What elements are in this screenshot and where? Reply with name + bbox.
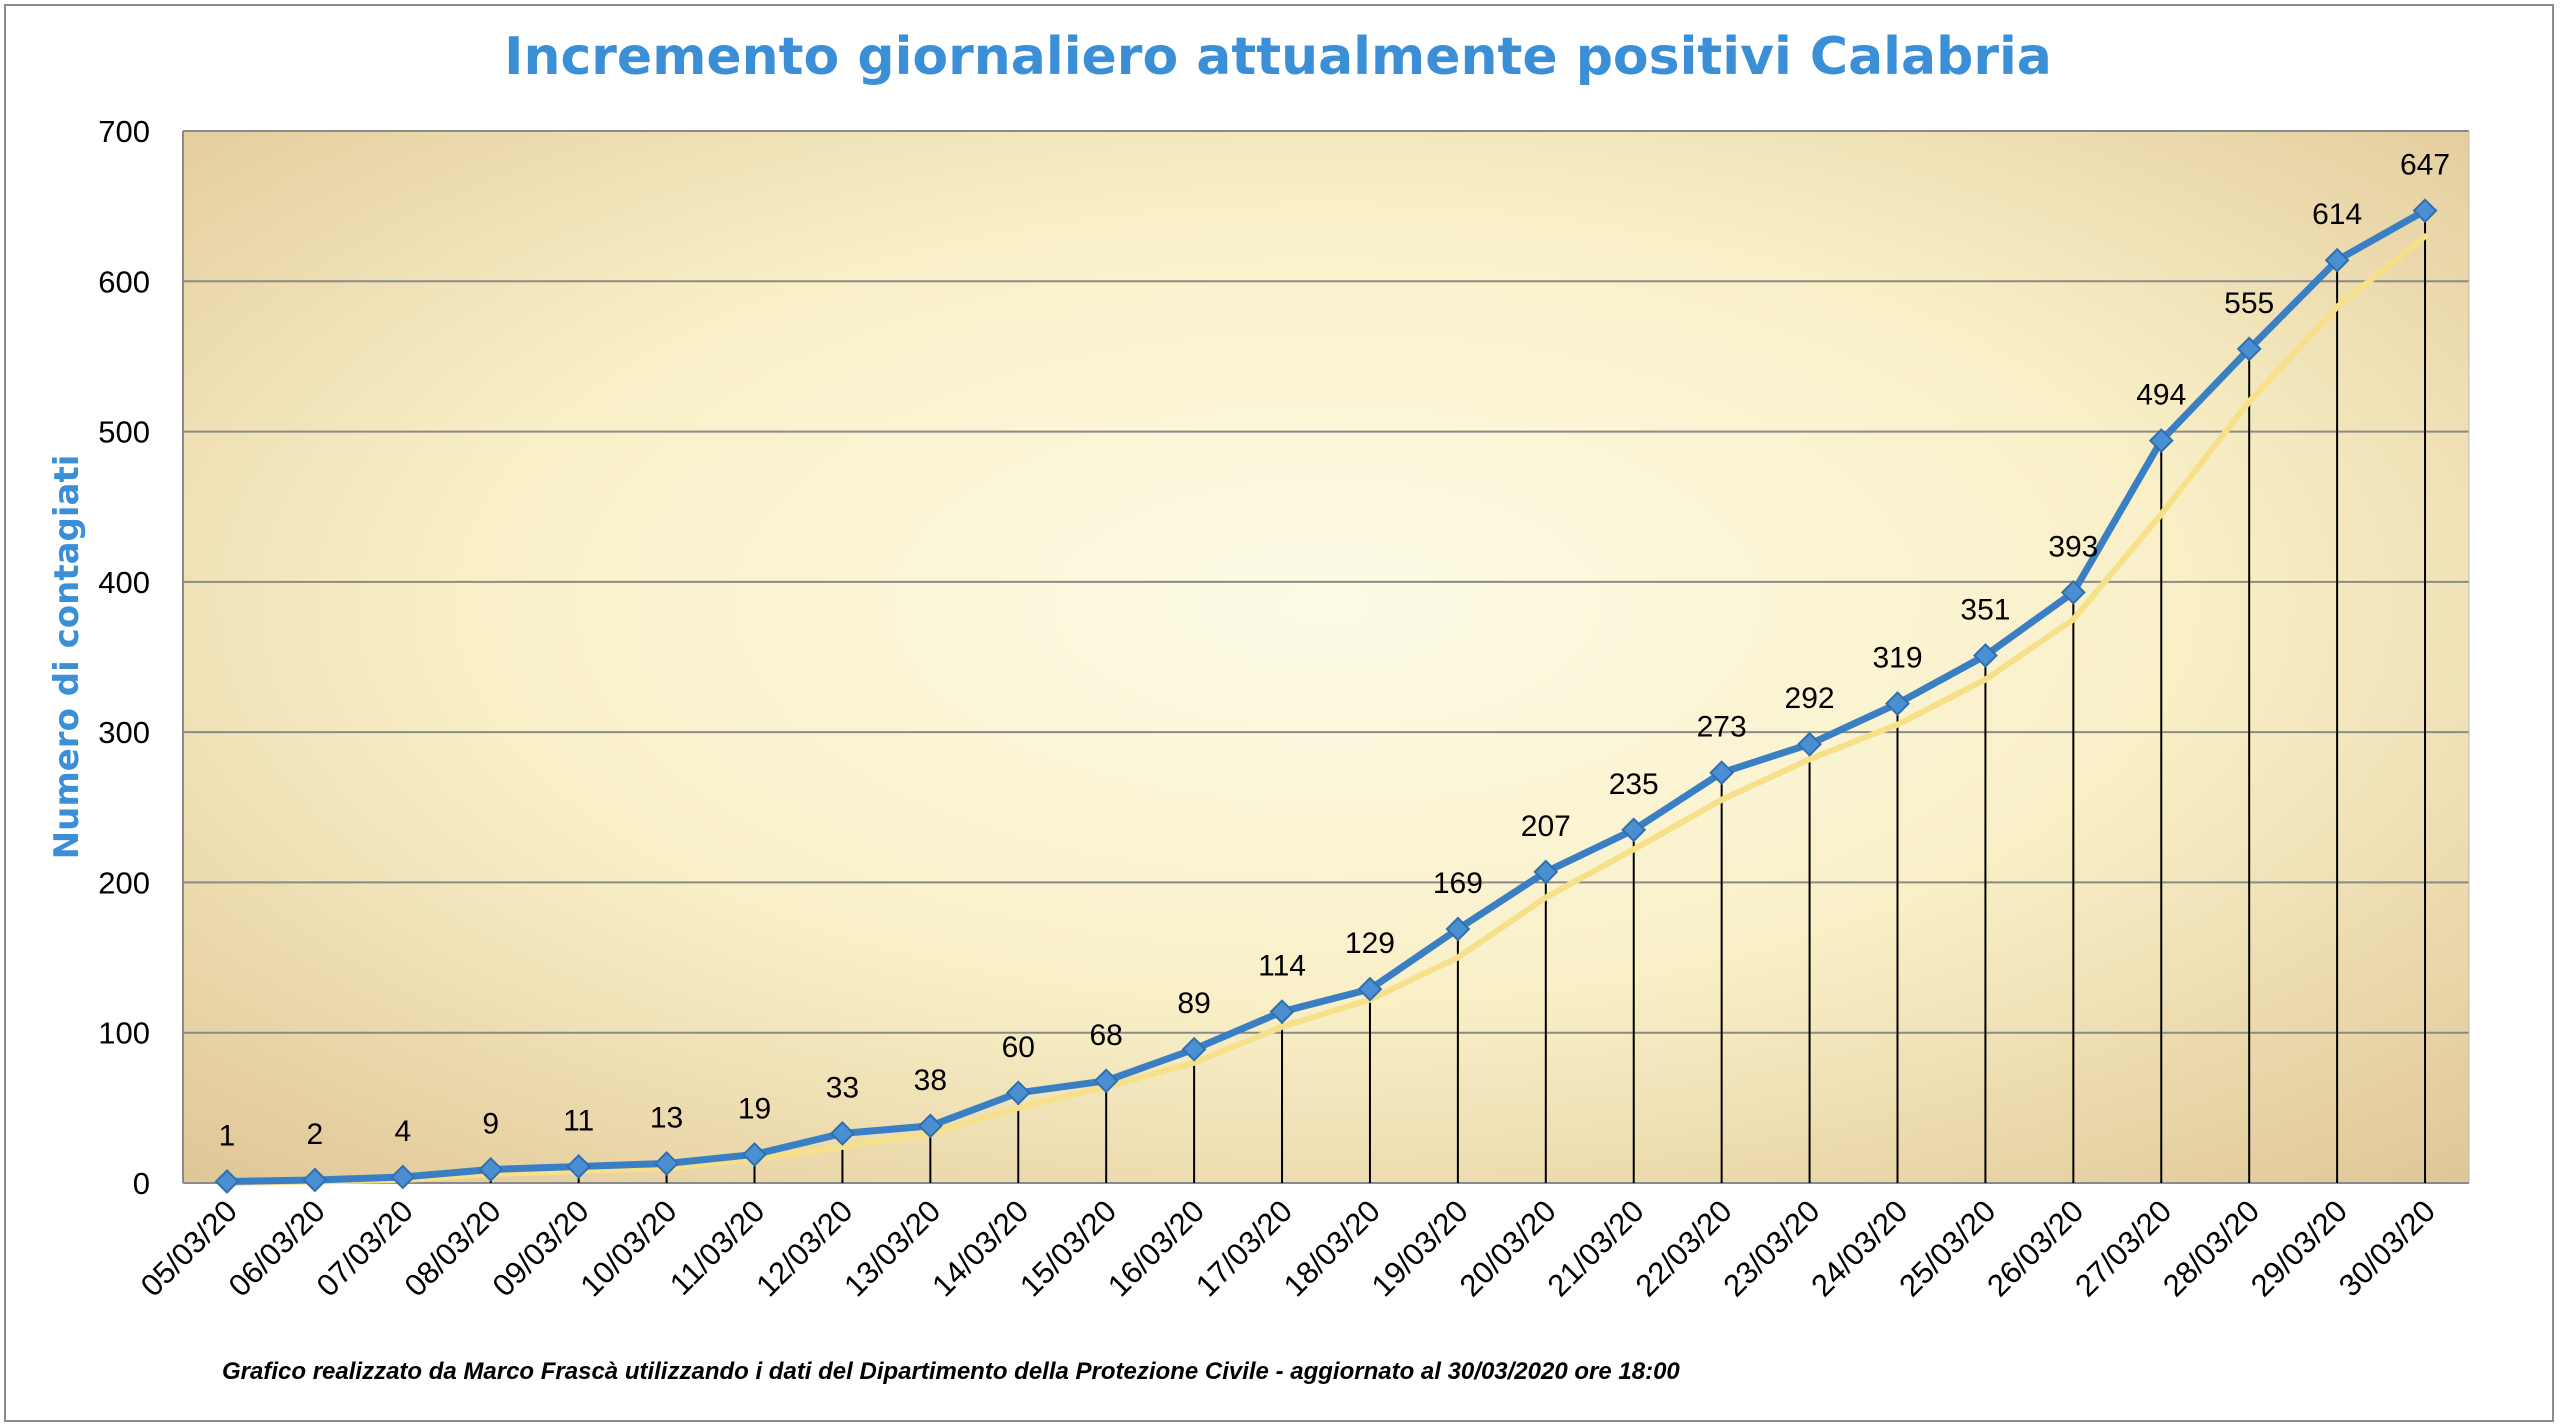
x-tick-label: 28/03/20 (2156, 1193, 2266, 1303)
data-label: 273 (1697, 711, 1747, 744)
data-label: 614 (2312, 198, 2362, 231)
data-point-marker (1973, 643, 1998, 668)
data-labels: 1 2 4 9 11 13 19 33 38 60 68 89 114 129 169 207 235 273 29… (219, 149, 2450, 1153)
y-tick-label: 600 (98, 264, 150, 299)
data-point-marker (1797, 731, 1822, 757)
x-tick-label: 17/03/20 (1189, 1193, 1299, 1303)
series-line-1 (223, 207, 2429, 1185)
data-label: 647 (2400, 149, 2450, 182)
x-tick-label: 12/03/20 (749, 1193, 859, 1303)
data-point-marker (1885, 691, 1910, 717)
x-tick-label: 14/03/20 (925, 1193, 1035, 1303)
series-line-2 (223, 233, 2429, 1186)
data-point-marker (2060, 579, 2086, 605)
data-point-marker (1181, 1036, 1207, 1062)
data-label: 319 (1872, 642, 1922, 675)
data-label: 68 (1090, 1019, 1123, 1052)
data-point-marker (1533, 859, 1559, 885)
x-tick-label: 30/03/20 (2332, 1193, 2442, 1303)
data-label: 4 (394, 1115, 411, 1148)
data-label: 2 (307, 1118, 324, 1151)
x-tick-label: 20/03/20 (1453, 1193, 1563, 1303)
x-tick-label: 15/03/20 (1013, 1193, 1123, 1303)
y-tick-label: 200 (98, 865, 150, 900)
x-tick-label: 21/03/20 (1541, 1193, 1651, 1303)
chart-title: Incremento giornaliero attualmente posit… (504, 27, 2052, 87)
data-point-marker (2236, 336, 2262, 362)
x-tick-label: 22/03/20 (1629, 1193, 1739, 1303)
data-label: 129 (1345, 927, 1395, 960)
x-tick-label: 18/03/20 (1277, 1193, 1387, 1303)
data-label: 60 (1002, 1031, 1035, 1064)
data-label: 235 (1609, 768, 1659, 801)
data-point-marker (2324, 247, 2350, 273)
data-label: 19 (738, 1092, 771, 1125)
data-point-marker (654, 1151, 679, 1176)
y-axis-ticks: 0 100 200 300 400 500 600 700 (98, 114, 150, 1201)
y-tick-label: 500 (98, 415, 150, 450)
data-label: 1 (219, 1119, 236, 1152)
data-point-marker (214, 1169, 240, 1194)
data-point-marker (830, 1120, 855, 1146)
y-tick-label: 700 (98, 114, 150, 149)
data-label: 555 (2224, 287, 2274, 320)
data-point-marker (1445, 916, 1471, 942)
data-markers (214, 198, 2438, 1194)
data-point-marker (390, 1164, 416, 1190)
source-note: Grafico realizzato da Marco Frascà utili… (222, 1358, 1680, 1385)
x-tick-label: 07/03/20 (310, 1193, 420, 1303)
data-label: 114 (1258, 950, 1306, 983)
y-tick-label: 100 (98, 1016, 150, 1051)
data-label: 351 (1960, 593, 2010, 626)
x-tick-label: 24/03/20 (1804, 1193, 1914, 1303)
data-label: 13 (650, 1101, 683, 1134)
y-axis-label: Numero di contagiati (47, 455, 87, 860)
x-tick-label: 13/03/20 (837, 1193, 947, 1303)
drop-lines (225, 210, 2427, 1183)
data-point-marker (2148, 428, 2174, 454)
y-tick-label: 0 (133, 1166, 150, 1201)
x-tick-label: 26/03/20 (1980, 1193, 2090, 1303)
data-label: 393 (2048, 530, 2098, 563)
x-axis-ticks: 05/03/2006/03/2007/03/2008/03/2009/03/20… (134, 1193, 2442, 1303)
data-label: 9 (482, 1107, 499, 1140)
x-tick-label: 05/03/20 (134, 1193, 244, 1303)
data-point-marker (1093, 1068, 1119, 1094)
data-label: 169 (1433, 867, 1483, 900)
data-point-marker (1621, 817, 1647, 843)
x-tick-label: 16/03/20 (1101, 1193, 1211, 1303)
data-label: 33 (826, 1071, 859, 1104)
data-point-marker (1005, 1080, 1031, 1106)
x-tick-label: 06/03/20 (222, 1193, 332, 1303)
data-point-marker (302, 1167, 328, 1193)
data-label: 207 (1521, 810, 1571, 843)
x-tick-label: 19/03/20 (1365, 1193, 1475, 1303)
data-point-marker (2412, 198, 2438, 224)
data-point-marker (1357, 976, 1383, 1002)
data-point-marker (478, 1157, 504, 1182)
plot-area (183, 131, 2469, 1183)
x-tick-label: 08/03/20 (398, 1193, 508, 1303)
x-tick-label: 29/03/20 (2244, 1193, 2354, 1303)
data-label: 494 (2136, 379, 2186, 412)
data-label: 89 (1177, 987, 1210, 1020)
x-tick-label: 25/03/20 (1892, 1193, 2002, 1303)
data-point-marker (1269, 999, 1295, 1025)
x-tick-label: 27/03/20 (2068, 1193, 2178, 1303)
x-tick-label: 10/03/20 (573, 1193, 683, 1303)
series-lines (223, 207, 2429, 1186)
x-tick-label: 09/03/20 (486, 1193, 596, 1303)
data-point-marker (742, 1142, 767, 1167)
data-label: 292 (1785, 682, 1835, 715)
gridlines (182, 130, 2470, 1184)
data-point-marker (566, 1154, 592, 1179)
data-label: 38 (914, 1064, 947, 1097)
y-tick-label: 400 (98, 565, 150, 600)
data-point-marker (917, 1113, 943, 1139)
y-tick-label: 300 (98, 715, 150, 750)
data-point-marker (1709, 760, 1735, 786)
x-tick-label: 23/03/20 (1716, 1193, 1826, 1303)
data-label: 11 (563, 1104, 594, 1137)
